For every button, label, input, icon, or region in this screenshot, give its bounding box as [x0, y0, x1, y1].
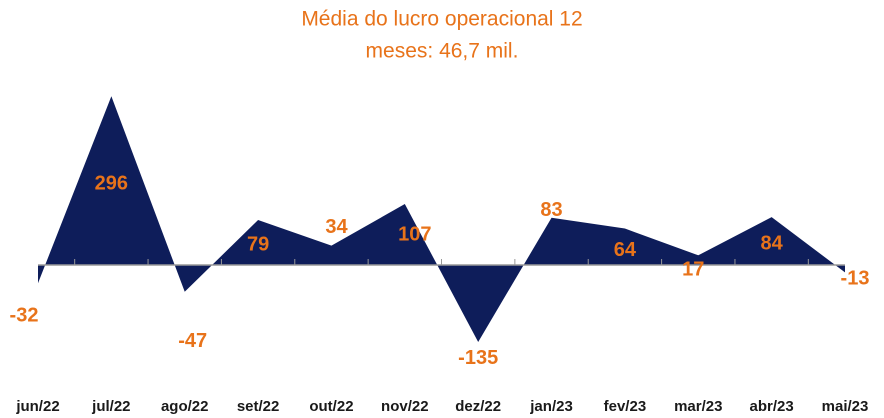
- x-tick-label: fev/23: [604, 398, 647, 415]
- x-tick-label: mai/23: [822, 398, 869, 415]
- value-label: 79: [247, 233, 269, 255]
- x-tick-label: jul/22: [91, 398, 130, 415]
- x-tick-label: nov/22: [381, 398, 429, 415]
- value-label: -135: [458, 347, 498, 369]
- value-label: 17: [682, 259, 704, 281]
- x-tick-label: jun/22: [15, 398, 59, 415]
- chart-title: meses: 46,7 mil.: [366, 40, 519, 63]
- x-tick-label: jan/23: [529, 398, 573, 415]
- x-tick-label: abr/23: [750, 398, 794, 415]
- value-label: 296: [95, 173, 128, 195]
- value-label: 34: [325, 216, 348, 238]
- value-label: -13: [841, 268, 870, 290]
- x-tick-label: mar/23: [674, 398, 722, 415]
- value-label: 83: [540, 199, 562, 221]
- value-label: 107: [398, 223, 431, 245]
- x-tick-label: set/22: [237, 398, 280, 415]
- x-tick-label: dez/22: [455, 398, 501, 415]
- value-label: 64: [614, 239, 637, 261]
- x-tick-label: ago/22: [161, 398, 209, 415]
- value-label: -32: [10, 305, 39, 327]
- x-tick-label: out/22: [309, 398, 353, 415]
- value-label: 84: [761, 232, 784, 254]
- chart-title: Média do lucro operacional 12: [301, 8, 582, 31]
- area: [38, 96, 845, 342]
- value-label: -47: [178, 330, 207, 352]
